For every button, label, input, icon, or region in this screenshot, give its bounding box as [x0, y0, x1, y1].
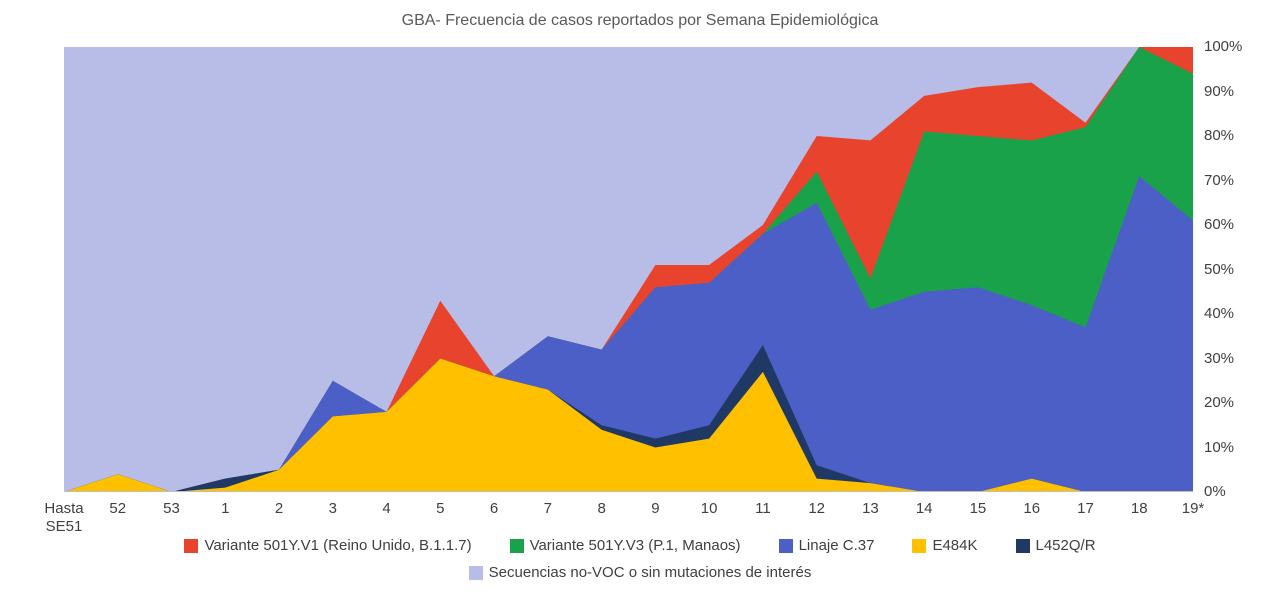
x-tick-label: 16 — [1023, 500, 1041, 517]
area-linaje-c-37 — [64, 176, 1193, 492]
x-tick-label: 9 — [651, 500, 660, 517]
y-tick-label: 60% — [1204, 216, 1235, 233]
x-tick-label: 8 — [597, 500, 606, 517]
y-tick-label: 20% — [1204, 394, 1235, 411]
x-tick-label: 14 — [915, 500, 933, 517]
legend-label: Variante 501Y.V3 (P.1, Manaos) — [529, 537, 741, 554]
legend-item: L452Q/R — [1015, 537, 1096, 554]
legend-swatch-icon — [184, 538, 199, 553]
x-tick-label: 13 — [862, 500, 879, 517]
x-tick-label: 18 — [1130, 500, 1148, 517]
y-tick-label: 40% — [1204, 305, 1235, 322]
legend-label: L452Q/R — [1035, 537, 1096, 554]
legend-row-1: Variante 501Y.V1 (Reino Unido, B.1.1.7) V… — [0, 537, 1280, 554]
legend-item: Variante 501Y.V3 (P.1, Manaos) — [509, 537, 741, 554]
x-tick-label: 5 — [436, 500, 445, 517]
x-tick-label: 12 — [808, 500, 825, 517]
legend: Variante 501Y.V1 (Reino Unido, B.1.1.7) V… — [0, 537, 1280, 591]
y-tick-label: 100% — [1204, 38, 1243, 55]
legend-swatch-icon — [1015, 538, 1030, 553]
y-tick-label: 0% — [1204, 483, 1226, 500]
y-tick-label: 80% — [1204, 127, 1235, 144]
legend-item: Secuencias no-VOC o sin mutaciones de in… — [468, 564, 812, 581]
legend-label: Linaje C.37 — [798, 537, 875, 554]
x-tick-label: 6 — [489, 500, 499, 517]
y-tick-label: 70% — [1204, 171, 1235, 189]
legend-swatch-icon — [468, 565, 483, 580]
y-tick-label: 10% — [1204, 438, 1235, 456]
chart-title: GBA- Frecuencia de casos reportados por … — [401, 12, 879, 29]
legend-label: Variante 501Y.V1 (Reino Unido, B.1.1.7) — [204, 537, 472, 554]
area-e484k — [64, 358, 1193, 492]
x-tick-label: 19* — [1181, 500, 1205, 517]
y-tick-label: 90% — [1204, 82, 1235, 100]
x-tick-label: 15 — [969, 500, 987, 517]
legend-label: E484K — [932, 537, 978, 554]
stacked-area-chart — [64, 47, 1193, 492]
legend-item: E484K — [912, 537, 978, 554]
legend-swatch-icon — [912, 538, 927, 553]
x-tick-label: 53 — [163, 500, 180, 517]
legend-item: Variante 501Y.V1 (Reino Unido, B.1.1.7) — [184, 537, 472, 554]
legend-row-2: Secuencias no-VOC o sin mutaciones de in… — [0, 564, 1280, 581]
x-tick-label: 11 — [755, 500, 771, 517]
y-tick-label: 30% — [1204, 349, 1235, 367]
x-tick-label: 1 — [221, 500, 230, 517]
legend-item: Linaje C.37 — [778, 537, 875, 554]
x-tick-label: 17 — [1077, 500, 1094, 517]
x-tick-label: 10 — [700, 500, 718, 517]
x-tick-label: 52 — [109, 500, 127, 517]
legend-swatch-icon — [778, 538, 793, 553]
x-tick-label: 2 — [274, 500, 284, 517]
legend-swatch-icon — [509, 538, 524, 553]
x-tick-label: 3 — [328, 500, 337, 517]
x-tick-label: Hasta SE51 — [44, 500, 84, 535]
legend-label: Secuencias no-VOC o sin mutaciones de in… — [488, 564, 812, 581]
y-tick-label: 50% — [1204, 260, 1235, 278]
x-tick-label: 4 — [382, 500, 391, 517]
x-tick-label: 7 — [543, 500, 553, 517]
